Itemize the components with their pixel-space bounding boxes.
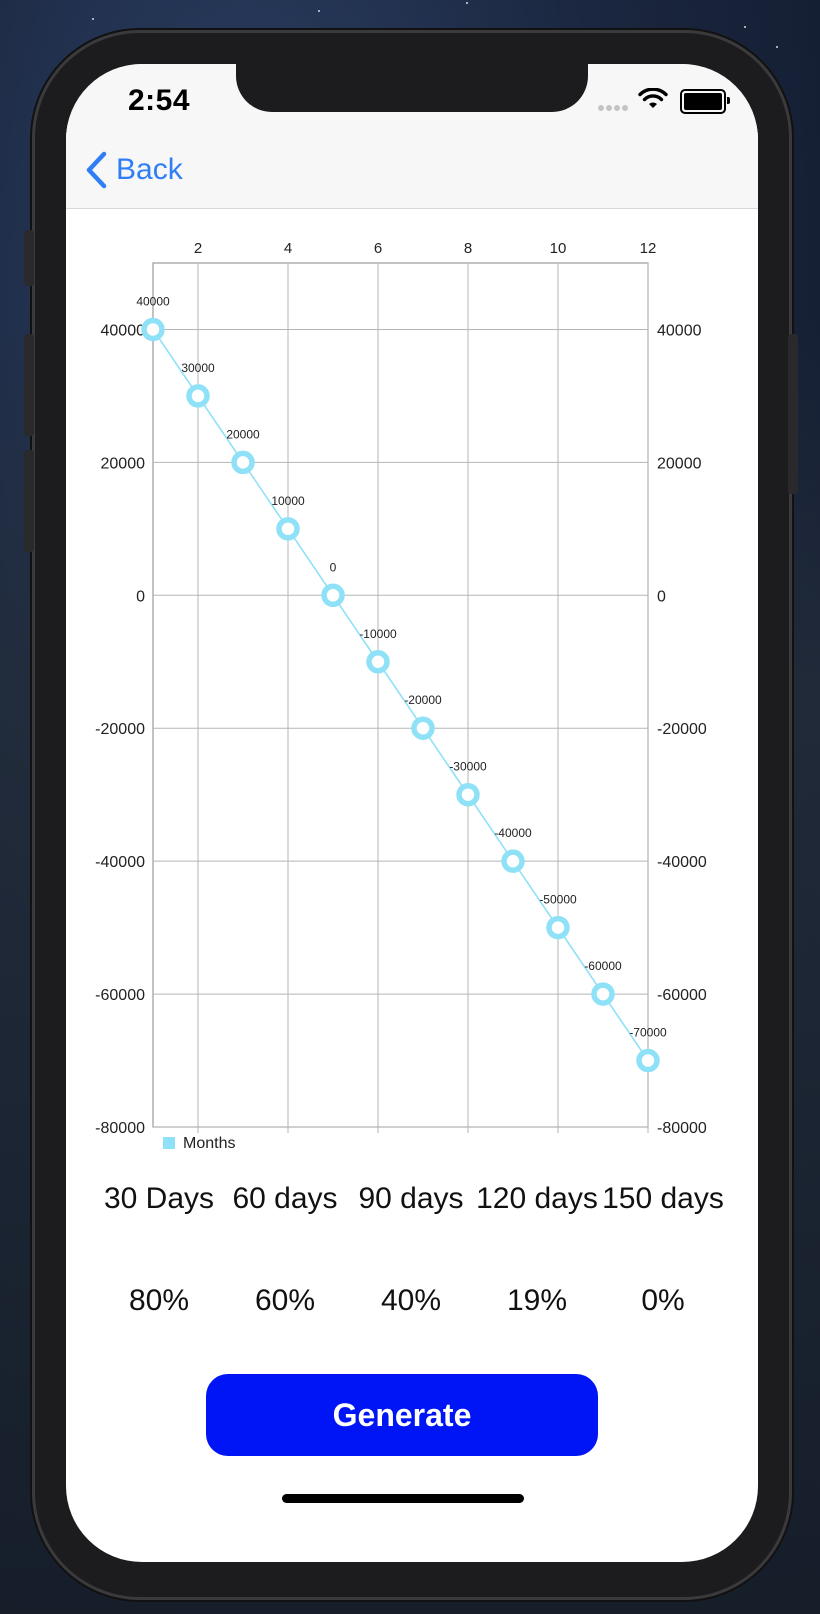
- data-label: 40000: [136, 294, 170, 308]
- period-percent-value: 60%: [254, 1284, 316, 1317]
- data-label: 10000: [271, 494, 305, 508]
- y-tick-label-left: 0: [136, 588, 145, 605]
- data-point: [141, 317, 165, 342]
- battery-icon: [680, 89, 730, 114]
- y-tick-label-right: -80000: [657, 1120, 707, 1137]
- period-day-label: 90 days: [358, 1182, 464, 1215]
- y-tick-label-right: 0: [657, 588, 666, 605]
- data-point: [501, 849, 525, 873]
- y-tick-label-right: -60000: [657, 987, 707, 1004]
- device-notch: [236, 64, 588, 112]
- data-point: [456, 782, 480, 807]
- data-label: 20000: [226, 427, 260, 441]
- mute-switch: [24, 230, 34, 286]
- data-point: [411, 716, 435, 740]
- y-tick-label-left: -60000: [95, 987, 145, 1004]
- period-day-label: 60 days: [232, 1182, 338, 1215]
- y-tick-label-right: 20000: [657, 455, 702, 472]
- data-label: -70000: [629, 1026, 667, 1040]
- wifi-icon: [638, 88, 668, 108]
- chevron-left-icon: [86, 151, 107, 189]
- data-point: [636, 1048, 660, 1073]
- period-day-label: 120 days: [476, 1182, 598, 1215]
- wallpaper-star: [318, 10, 320, 12]
- period-percent-value: 40%: [380, 1284, 442, 1317]
- y-tick-label-left: -20000: [95, 721, 145, 738]
- data-label: 30000: [181, 361, 215, 375]
- x-tick-label: 10: [550, 240, 567, 257]
- period-percent-value: 0%: [641, 1284, 685, 1317]
- y-tick-label-right: 40000: [657, 322, 702, 339]
- data-point: [231, 450, 255, 475]
- data-point: [366, 650, 390, 674]
- app-screen: 2:54 Back 2 4 6 8 10 12 40000 40000 20000 20000 0 0…: [66, 64, 758, 1562]
- legend-swatch: [163, 1137, 175, 1149]
- period-percent-row: 80% 60% 40% 19% 0%: [96, 1284, 736, 1318]
- side-button: [788, 334, 798, 494]
- volume-up-button: [24, 334, 34, 436]
- period-days-row: 30 Days 60 days 90 days 120 days 150 day…: [96, 1182, 736, 1216]
- data-point: [186, 384, 210, 408]
- y-tick-label-right: -40000: [657, 854, 707, 871]
- series-line-months: [152, 329, 649, 1061]
- period-day-label: 30 Days: [103, 1182, 215, 1215]
- y-tick-label-left: 20000: [101, 455, 146, 472]
- line-chart: 2 4 6 8 10 12 40000 40000 20000 20000 0 0 -20000 -200…: [95, 240, 707, 1152]
- data-label: -30000: [449, 760, 487, 774]
- x-tick-label: 12: [640, 240, 657, 257]
- generate-button[interactable]: Generate: [206, 1374, 598, 1456]
- data-label: -60000: [584, 959, 622, 973]
- data-label: 0: [330, 560, 337, 574]
- data-point: [276, 517, 300, 541]
- data-label: -20000: [404, 693, 442, 707]
- data-point: [321, 583, 345, 608]
- y-tick-label-left: -40000: [95, 854, 145, 871]
- x-tick-label: 6: [374, 240, 382, 257]
- wallpaper-star: [776, 46, 778, 48]
- period-percent-value: 80%: [128, 1284, 190, 1317]
- wallpaper-star: [92, 18, 94, 20]
- x-tick-label: 2: [194, 240, 202, 257]
- back-button[interactable]: Back: [84, 150, 183, 190]
- wallpaper-star: [744, 26, 746, 28]
- x-tick-label: 4: [284, 240, 292, 257]
- data-point: [591, 982, 615, 1006]
- period-day-label: 150 days: [602, 1182, 724, 1215]
- back-label: Back: [116, 153, 183, 186]
- cellular-signal-icon: [598, 105, 628, 111]
- y-tick-label-right: -20000: [657, 721, 707, 738]
- y-tick-label-left: 40000: [101, 322, 146, 339]
- wallpaper-star: [466, 2, 468, 4]
- data-label: -50000: [539, 893, 577, 907]
- data-point: [546, 915, 570, 940]
- navigation-bar: Back: [66, 128, 758, 209]
- y-tick-label-left: -80000: [95, 1120, 145, 1137]
- data-label: -40000: [494, 826, 532, 840]
- legend-label: Months: [183, 1135, 235, 1152]
- volume-down-button: [24, 450, 34, 552]
- home-indicator: [282, 1494, 524, 1503]
- period-percent-value: 19%: [506, 1284, 568, 1317]
- data-label: -10000: [359, 627, 397, 641]
- x-tick-label: 8: [464, 240, 472, 257]
- status-time: 2:54: [128, 84, 191, 117]
